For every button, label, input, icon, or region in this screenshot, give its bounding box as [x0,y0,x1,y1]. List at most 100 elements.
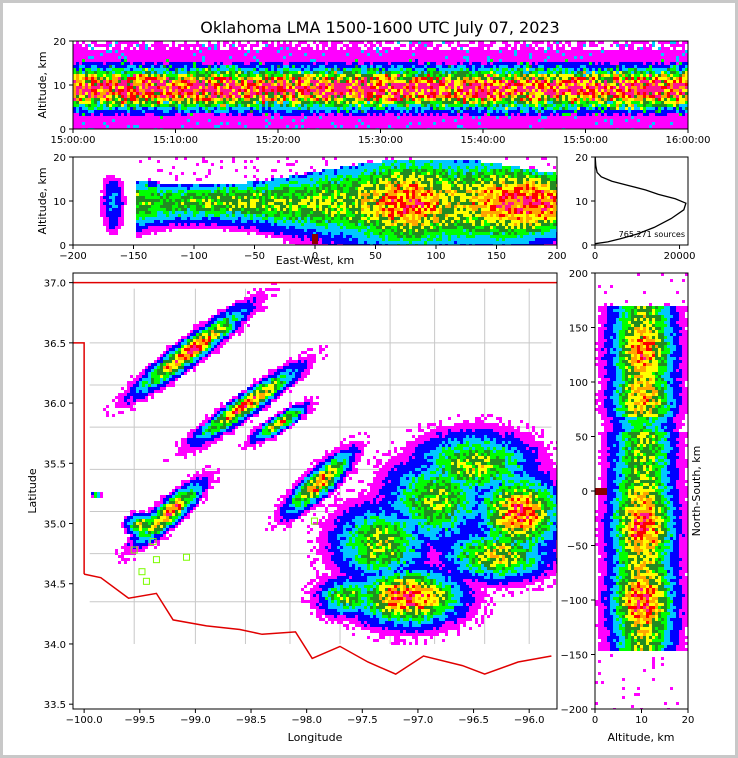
time-height-cell [205,47,208,50]
time-height-cell [436,107,439,110]
time-height-cell [325,53,328,56]
time-height-cell [424,116,427,119]
time-height-cell [235,98,238,101]
time-height-cell [496,107,499,110]
time-height-cell [268,50,271,53]
time-height-cell [535,74,538,77]
time-height-cell [379,98,382,101]
time-height-cell [475,65,478,68]
time-height-cell [412,41,415,44]
time-height-cell [172,44,175,47]
time-height-cell [115,59,118,62]
time-height-cell [328,74,331,77]
time-height-cell [238,83,241,86]
time-height-cell [529,53,532,56]
time-height-cell [322,59,325,62]
time-height-cell [337,92,340,95]
time-height-cell [520,56,523,59]
time-height-cell [478,62,481,65]
time-height-cell [511,74,514,77]
time-height-cell [235,77,238,80]
time-height-cell [136,44,139,47]
time-height-cell [427,74,430,77]
time-height-cell [139,80,142,83]
time-height-cell [448,122,451,125]
time-height-cell [259,113,262,116]
time-height-cell [169,65,172,68]
time-height-cell [79,80,82,83]
time-height-cell [82,62,85,65]
time-height-cell [529,116,532,119]
time-height-cell [463,50,466,53]
time-height-cell [328,80,331,83]
time-height-cell [310,119,313,122]
time-height-cell [523,53,526,56]
time-height-cell [370,89,373,92]
time-height-cell [265,104,268,107]
time-height-cell [409,65,412,68]
time-height-cell [94,92,97,95]
time-height-cell [460,65,463,68]
time-height-cell [205,98,208,101]
time-height-cell [592,56,595,59]
time-height-cell [583,53,586,56]
time-height-cell [343,119,346,122]
time-height-cell [298,77,301,80]
time-height-cell [172,89,175,92]
time-height-cell [100,74,103,77]
time-height-cell [553,101,556,104]
time-height-cell [508,86,511,89]
time-height-cell [433,86,436,89]
time-height-cell [211,113,214,116]
time-height-cell [505,71,508,74]
time-height-cell [85,71,88,74]
time-height-cell [202,44,205,47]
time-height-cell [247,74,250,77]
time-height-cell [538,119,541,122]
time-height-cell [322,95,325,98]
time-height-cell [487,50,490,53]
time-height-cell [511,92,514,95]
time-height-cell [466,113,469,116]
time-height-cell [589,59,592,62]
time-height-cell [196,41,199,44]
time-height-cell [310,59,313,62]
time-height-cell [577,122,580,125]
time-height-cell [586,83,589,86]
time-height-cell [175,98,178,101]
time-height-cell [94,68,97,71]
time-height-cell [409,83,412,86]
time-height-cell [271,74,274,77]
time-height-cell [475,77,478,80]
time-height-cell [226,113,229,116]
time-height-cell [481,80,484,83]
time-height-cell [283,83,286,86]
time-height-cell [469,86,472,89]
time-height-cell [517,119,520,122]
time-height-cell [523,47,526,50]
time-height-cell [394,59,397,62]
time-height-cell [166,62,169,65]
time-height-cell [583,110,586,113]
time-height-cell [433,59,436,62]
time-height-cell [400,53,403,56]
time-height-cell [289,53,292,56]
time-height-cell [238,122,241,125]
time-height-cell [76,116,79,119]
time-height-cell [316,86,319,89]
time-height-cell [388,56,391,59]
time-height-cell [508,77,511,80]
time-height-cell [580,104,583,107]
time-height-cell [160,80,163,83]
time-height-cell [232,95,235,98]
time-height-cell [505,89,508,92]
time-height-cell [511,65,514,68]
time-height-cell [445,98,448,101]
time-height-cell [109,89,112,92]
time-height-cell [502,125,505,128]
time-height-cell [412,59,415,62]
time-height-cell [442,122,445,125]
time-height-cell [412,56,415,59]
time-height-cell [505,41,508,44]
time-height-cell [415,59,418,62]
